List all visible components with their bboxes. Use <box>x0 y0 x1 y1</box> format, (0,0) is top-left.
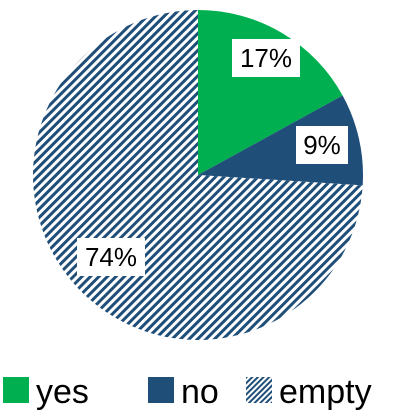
legend-swatch-empty <box>246 377 272 403</box>
slice-value-label: 17% <box>240 43 292 73</box>
pie-slice-labels: 17% 9% 74% <box>77 39 348 276</box>
chart-legend: yes no empty <box>3 373 372 411</box>
legend-label-empty: empty <box>279 373 372 411</box>
slice-value-label: 74% <box>85 242 137 272</box>
pie-slices <box>32 9 363 340</box>
slice-label-no: 9% <box>296 126 348 164</box>
slice-label-yes: 17% <box>232 39 300 77</box>
legend-label-yes: yes <box>36 373 89 411</box>
legend-swatch-yes <box>3 377 29 403</box>
slice-value-label: 9% <box>303 130 341 160</box>
slice-label-background <box>77 238 145 276</box>
legend-swatch-no <box>148 377 174 403</box>
slice-label-background <box>296 126 348 164</box>
legend-label-no: no <box>181 373 219 411</box>
slice-label-empty: 74% <box>77 238 145 276</box>
slice-label-background <box>232 39 300 77</box>
